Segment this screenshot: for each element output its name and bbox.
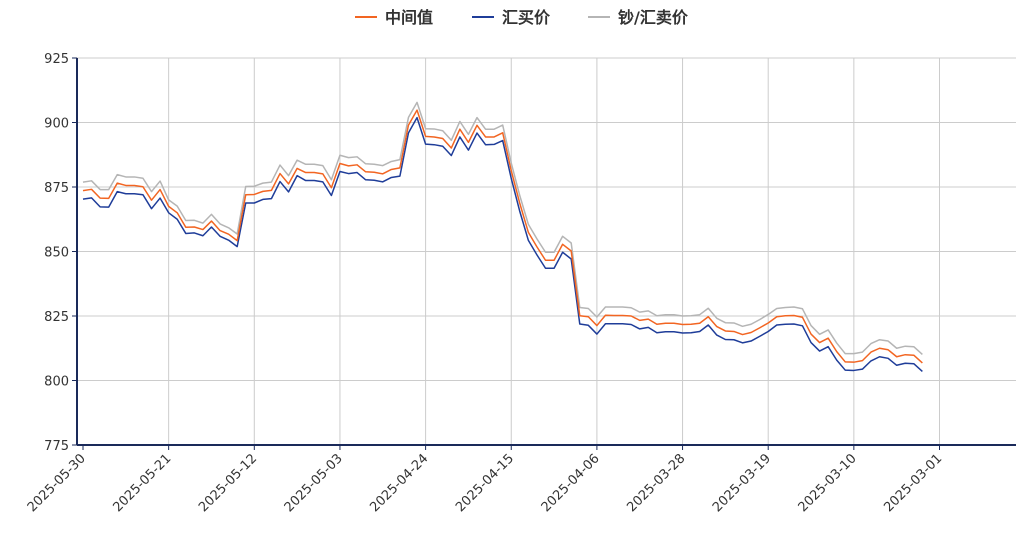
y-axis-ticks: 775 800 825 850 875 900 925 (44, 52, 77, 454)
x-tick-label: 2025-03-01 (881, 451, 945, 515)
series-line-2[interactable] (82, 101, 923, 355)
series-line-1[interactable] (82, 116, 923, 373)
x-tick-label: 2025-03-10 (796, 451, 860, 515)
series-line-0[interactable] (82, 109, 923, 364)
y-tick-label: 925 (44, 52, 69, 67)
y-tick-label: 850 (44, 246, 69, 261)
y-tick-label: 825 (44, 310, 69, 325)
x-tick-label: 2025-05-30 (25, 451, 89, 515)
x-tick-label: 2025-05-12 (196, 451, 260, 515)
x-tick-label: 2025-04-24 (367, 451, 431, 515)
y-tick-label: 800 (44, 375, 69, 390)
x-tick-label: 2025-05-21 (110, 451, 174, 515)
grid (77, 57, 1016, 445)
x-tick-label: 2025-04-06 (539, 451, 603, 515)
y-tick-label: 775 (44, 439, 69, 454)
x-tick-label: 2025-05-03 (282, 451, 346, 515)
x-tick-label: 2025-03-28 (624, 451, 688, 515)
x-tick-label: 2025-03-19 (710, 451, 774, 515)
x-tick-label: 2025-04-15 (453, 451, 517, 515)
y-tick-label: 875 (44, 181, 69, 196)
legend-label-0[interactable]: 中间值 (385, 8, 433, 27)
legend-label-2[interactable]: 钞/汇卖价 (618, 8, 689, 27)
legend-label-1[interactable]: 汇买价 (502, 8, 551, 27)
legend: 中间值 汇买价 钞/汇卖价 (355, 8, 689, 27)
series-layer (82, 101, 923, 373)
y-tick-label: 900 (44, 117, 69, 132)
x-axis-ticks: 2025-05-30 2025-05-21 2025-05-12 2025-05-03… (25, 445, 945, 515)
